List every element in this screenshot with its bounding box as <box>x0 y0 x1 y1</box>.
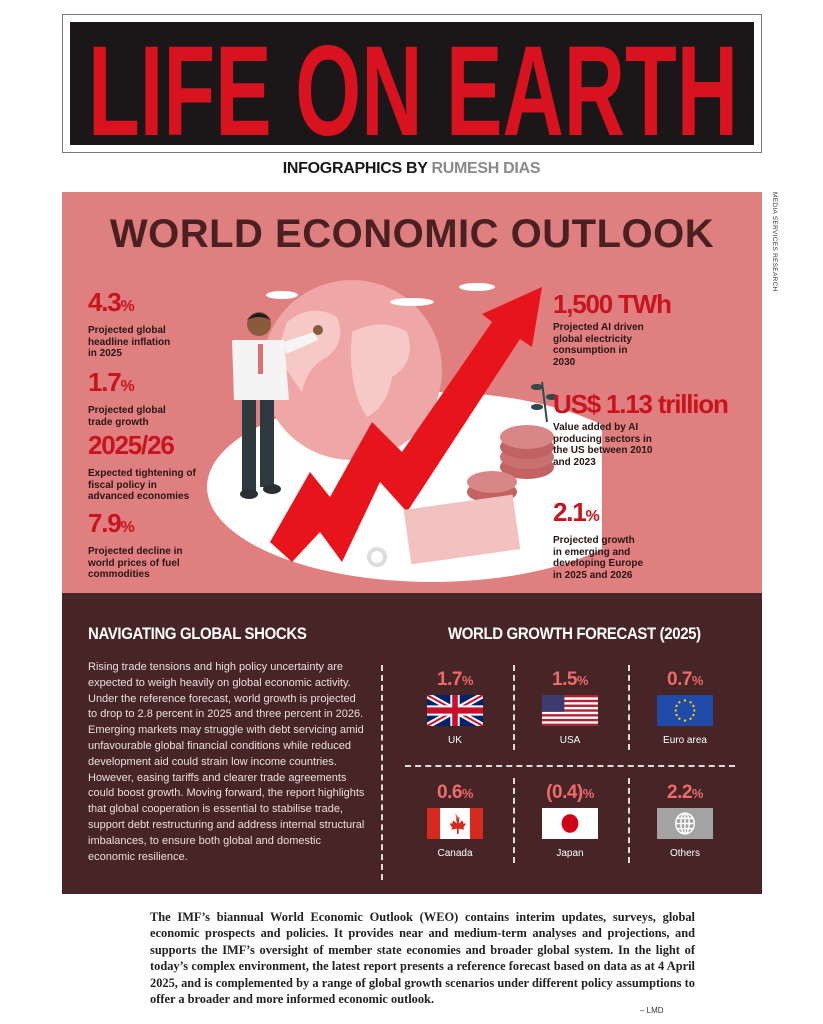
globe-icon <box>657 808 713 839</box>
stat-ai-value-added: US$ 1.13 trillion Value added by AI prod… <box>553 390 758 468</box>
chart-sheet-icon <box>403 494 521 565</box>
forecast-unit: % <box>691 786 704 801</box>
forecast-unit: % <box>461 786 474 801</box>
japan-flag-icon <box>542 808 598 839</box>
forecast-label: UK <box>448 735 462 746</box>
divider <box>628 665 630 750</box>
masthead: LIFE ON EARTH <box>62 14 762 163</box>
forecast-unit: % <box>461 673 474 688</box>
forecast-usa: 1.5% USA <box>513 669 627 746</box>
forecast-canada: 0.6% Canada <box>398 782 512 859</box>
gear-icon <box>367 547 387 567</box>
canada-flag-icon <box>427 808 483 839</box>
stat-value: 7.9 <box>88 508 122 538</box>
forecast-unit: % <box>582 786 595 801</box>
forecast-others: 2.2% Others <box>628 782 742 859</box>
masthead-title: LIFE ON EARTH <box>88 22 738 145</box>
stat-unit: % <box>585 508 600 525</box>
stat-fiscal-policy: 2025/26 Expected tightening of fiscal po… <box>88 431 228 503</box>
stat-value: US$ 1.13 trillion <box>553 389 729 419</box>
stat-desc: Projected AI driven global electricity c… <box>553 322 644 368</box>
side-credit: MEDIA SERVICES RESEARCH <box>771 192 778 292</box>
uk-flag-icon <box>427 695 483 726</box>
stat-fuel-prices: 7.9% Projected decline in world prices o… <box>88 509 228 581</box>
forecast-value: 0.6 <box>437 782 462 803</box>
plant-icon <box>531 381 558 423</box>
economy-illustration <box>207 280 602 582</box>
forecast-label: Others <box>669 848 700 859</box>
stat-value: 2.1 <box>553 497 587 527</box>
divider <box>381 665 383 880</box>
stat-trade-growth: 1.7% Projected global trade growth <box>88 368 228 428</box>
stat-desc: Projected global trade growth <box>88 405 166 428</box>
stat-value: 1.7 <box>88 367 122 397</box>
shocks-title: NAVIGATING GLOBAL SHOCKS <box>88 624 307 643</box>
stat-desc: Projected decline in world prices of fue… <box>88 546 183 581</box>
divider <box>628 778 630 863</box>
forecast-value: 0.7 <box>667 669 692 690</box>
forecast-label: USA <box>559 735 581 746</box>
forecast-uk: 1.7% UK <box>398 669 512 746</box>
stat-ai-electricity: 1,500 TWh Projected AI driven global ele… <box>553 290 753 368</box>
stat-desc: Expected tightening of fiscal policy in … <box>88 468 196 503</box>
eu-flag-icon <box>657 695 713 726</box>
divider <box>405 765 735 767</box>
forecast-value: 2.2 <box>667 782 692 803</box>
stat-unit: % <box>120 378 135 395</box>
dollar-coins-icon <box>467 425 554 503</box>
forecast-unit: % <box>576 673 589 688</box>
byline-author: RUMESH DIAS <box>431 160 541 177</box>
outlook-title: WORLD ECONOMIC OUTLOOK <box>109 212 715 256</box>
rising-arrow-icon <box>270 287 542 562</box>
stat-unit: % <box>120 519 135 536</box>
byline-prefix: INFOGRAPHICS BY <box>282 160 428 177</box>
forecast-value: (0.4) <box>546 782 583 803</box>
stat-desc: Projected growth in emerging and develop… <box>553 535 644 581</box>
forecast-value: 1.7 <box>437 669 462 690</box>
byline: INFOGRAPHICS BY RUMESH DIAS <box>0 160 823 178</box>
usa-flag-icon <box>542 695 598 726</box>
stat-desc: Projected global headline inflation in 2… <box>88 325 171 360</box>
forecast-label: Euro area <box>663 735 707 746</box>
forecast-value: 1.5 <box>552 669 577 690</box>
forecast-unit: % <box>691 673 704 688</box>
forecast-label: Japan <box>556 848 584 859</box>
footer-text: The IMF’s biannual World Economic Outloo… <box>150 910 695 1007</box>
cloud-icon <box>266 283 495 306</box>
stat-unit: % <box>120 298 135 315</box>
businessman-icon <box>232 312 323 499</box>
forecast-label: Canada <box>437 848 473 859</box>
stat-inflation: 4.3% Projected global headline inflation… <box>88 288 228 360</box>
shocks-forecast-section: NAVIGATING GLOBAL SHOCKS Rising trade te… <box>62 593 762 894</box>
forecast-title: WORLD GROWTH FORECAST (2025) <box>448 624 701 643</box>
footer-credit: – LMD <box>640 1006 664 1015</box>
stat-value: 4.3 <box>88 287 122 317</box>
stat-desc: Value added by AI producing sectors in t… <box>553 422 653 468</box>
stat-value: 1,500 TWh <box>553 289 672 319</box>
masthead-banner: LIFE ON EARTH <box>70 20 754 163</box>
forecast-euro-area: 0.7% Euro area <box>628 669 742 746</box>
masthead-title-svg: LIFE ON EARTH <box>88 20 738 163</box>
stat-europe-growth: 2.1% Projected growth in emerging and de… <box>553 498 753 581</box>
forecast-japan: (0.4)% Japan <box>513 782 627 859</box>
shocks-body: Rising trade tensions and high policy un… <box>88 661 365 863</box>
stat-value: 2025/26 <box>88 430 175 460</box>
outlook-section: WORLD ECONOMIC OUTLOOK 4.3 <box>62 192 762 593</box>
divider <box>513 665 515 750</box>
divider <box>513 778 515 863</box>
